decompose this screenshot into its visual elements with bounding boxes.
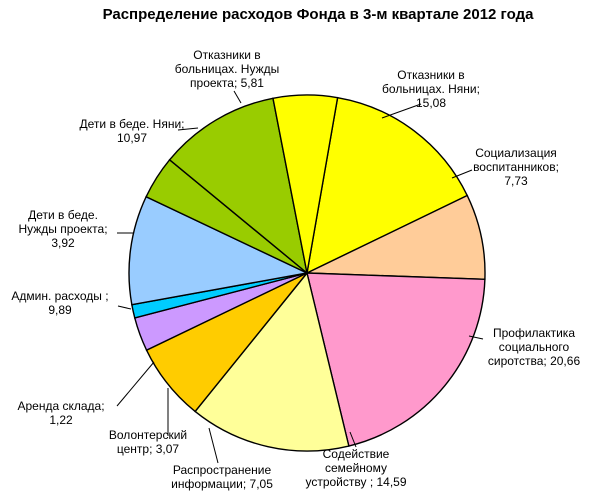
- slice-label-line: Содействие: [323, 447, 390, 461]
- slice-label-line: больницах. Няни;: [382, 82, 480, 96]
- slice-label-7: Аренда склада; 1,22: [17, 399, 104, 427]
- pie-slice-1: [306, 96, 469, 275]
- slice-label-4: Содействие семейному устройству ; 14,59: [305, 447, 406, 489]
- leader-line-8: [117, 305, 132, 310]
- slice-label-line: 10,97: [117, 131, 147, 145]
- pie-slice-11: [272, 94, 339, 274]
- slice-label-3: Профилактика социального сиротства; 20,66: [488, 326, 581, 368]
- leader-line-2: [451, 169, 473, 179]
- slice-label-line: социального: [499, 340, 570, 354]
- pie-slice-10: [168, 97, 309, 275]
- slice-label-line: Волонтерский: [109, 428, 187, 442]
- slice-label-6: Волонтерский центр; 3,07: [109, 428, 187, 456]
- leader-lines: [116, 90, 484, 464]
- slice-label-line: Админ. расходы ;: [11, 289, 108, 303]
- slice-label-2: Социализация воспитанников; 7,73: [473, 146, 559, 188]
- slice-label-line: 15,08: [416, 96, 446, 110]
- slice-label-line: сиротства; 20,66: [488, 354, 581, 368]
- slice-label-line: Распространение: [173, 463, 272, 477]
- slice-label-line: 9,89: [48, 303, 72, 317]
- leader-line-4: [349, 431, 357, 448]
- slice-label-line: 7,73: [504, 174, 528, 188]
- slice-label-line: 1,22: [49, 413, 73, 427]
- slice-label-line: воспитанников;: [473, 160, 559, 174]
- leader-line-7: [116, 361, 155, 407]
- pie-slice-3: [306, 272, 486, 447]
- leader-line-3: [468, 335, 484, 340]
- slice-label-line: Профилактика: [493, 326, 575, 340]
- slice-label-line: Отказники в: [397, 68, 464, 82]
- leader-line-11: [233, 90, 242, 104]
- slice-label-line: устройству ; 14,59: [305, 475, 406, 489]
- slice-label-line: Социализация: [475, 146, 557, 160]
- slice-label-line: информации; 7,05: [171, 477, 273, 491]
- slice-label-9: Дети в беде. Нужды проекта; 3,92: [18, 208, 107, 250]
- slice-labels: Отказники в больницах. Няни; 15,08Социализ…: [11, 48, 580, 491]
- slice-label-5: Распространение информации; 7,05: [171, 463, 273, 491]
- slice-label-11: Отказники в больницах. Нужды проекта; 5,81: [175, 48, 280, 90]
- pie-slice-8: [128, 195, 310, 306]
- slice-label-line: Дети в беде.: [28, 208, 98, 222]
- slice-label-1: Отказники в больницах. Няни; 15,08: [382, 68, 480, 110]
- pie-slices: [128, 94, 486, 452]
- slice-label-line: больницах. Нужды: [175, 62, 280, 76]
- slice-label-line: Отказники в: [193, 48, 260, 62]
- slice-label-line: Аренда склада;: [17, 399, 104, 413]
- chart-title: Распределение расходов Фонда в 3-м кварт…: [103, 6, 535, 23]
- slice-label-line: Дети в беде. Няни;: [80, 117, 185, 131]
- slice-label-line: проекта; 5,81: [190, 76, 264, 90]
- slice-label-line: семейному: [325, 461, 387, 475]
- pie-slice-4: [194, 271, 350, 452]
- slice-label-10: Дети в беде. Няни; 10,97: [80, 117, 185, 145]
- slice-label-8: Админ. расходы ; 9,89: [11, 289, 108, 317]
- leader-line-5: [208, 427, 219, 464]
- leader-line-1: [381, 103, 422, 119]
- leader-line-10: [177, 127, 199, 131]
- slice-label-line: Нужды проекта;: [18, 222, 107, 236]
- slice-label-line: центр; 3,07: [117, 442, 180, 456]
- slice-label-line: 3,92: [51, 236, 75, 250]
